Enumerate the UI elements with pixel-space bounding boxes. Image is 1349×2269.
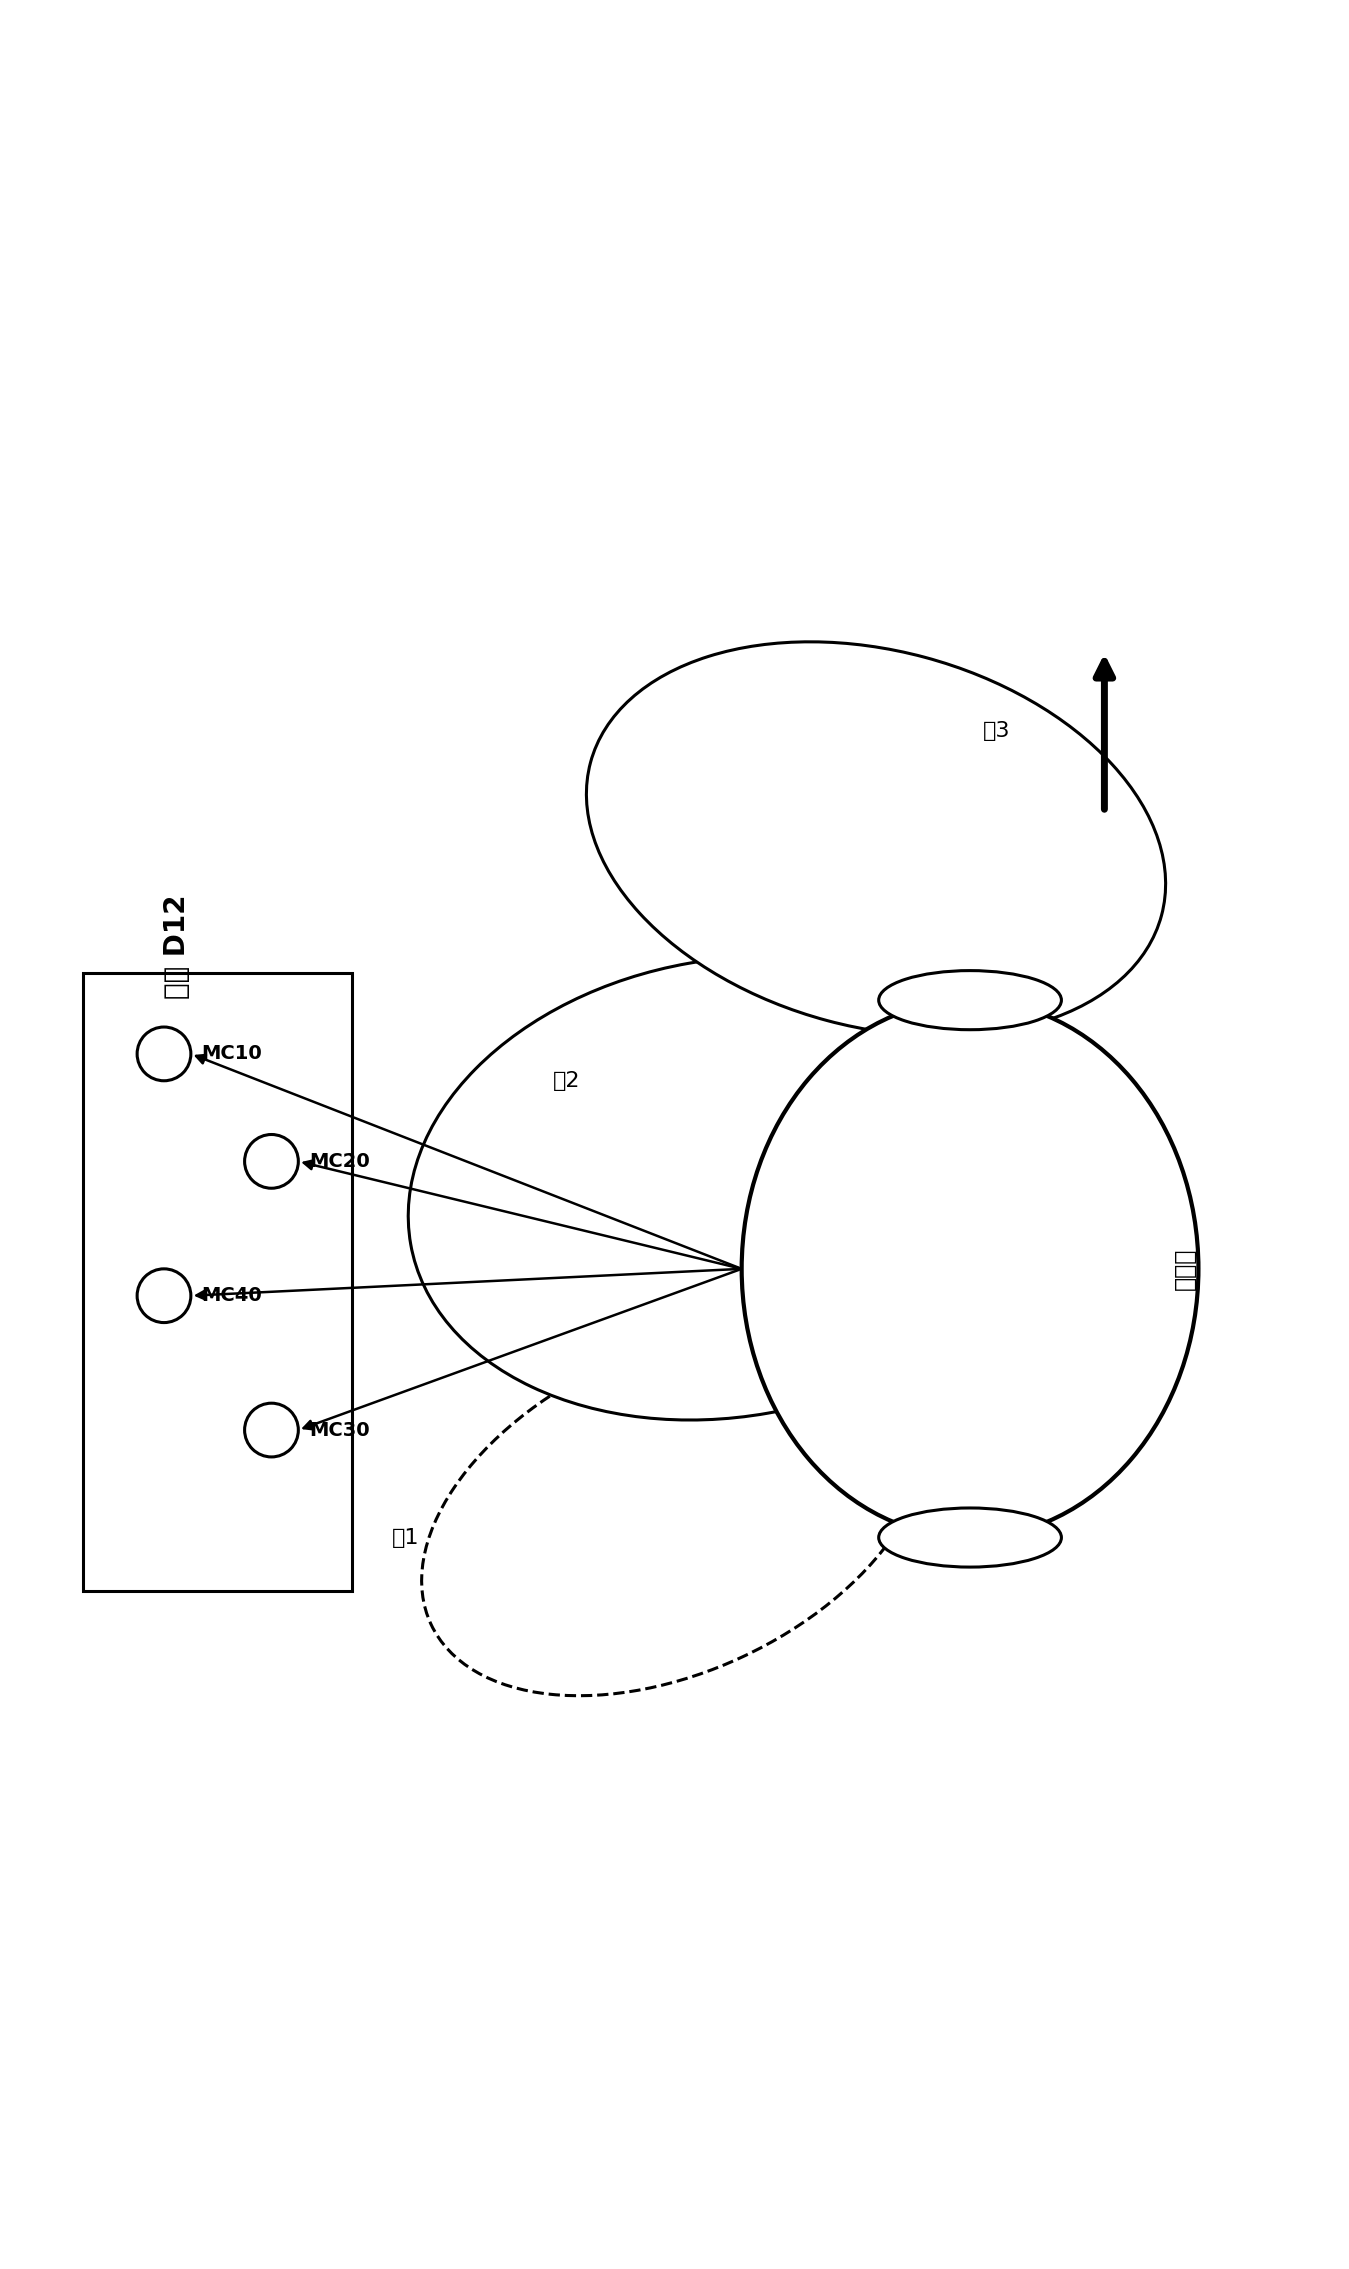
Circle shape bbox=[244, 1402, 298, 1457]
Text: MC30: MC30 bbox=[309, 1420, 370, 1439]
Circle shape bbox=[138, 1028, 190, 1080]
Ellipse shape bbox=[409, 958, 1048, 1420]
Text: 图3: 图3 bbox=[983, 722, 1010, 742]
Text: 说话者: 说话者 bbox=[1174, 1248, 1197, 1291]
Text: 图1: 图1 bbox=[393, 1527, 420, 1547]
Text: 装置 D12: 装置 D12 bbox=[163, 894, 192, 998]
Ellipse shape bbox=[878, 1509, 1062, 1568]
FancyBboxPatch shape bbox=[84, 973, 352, 1591]
Ellipse shape bbox=[742, 1001, 1198, 1538]
Text: MC20: MC20 bbox=[309, 1153, 370, 1171]
Circle shape bbox=[138, 1268, 190, 1323]
Ellipse shape bbox=[422, 1325, 927, 1695]
Text: 图2: 图2 bbox=[553, 1071, 581, 1091]
Ellipse shape bbox=[878, 971, 1062, 1030]
Circle shape bbox=[244, 1134, 298, 1189]
Text: MC10: MC10 bbox=[201, 1044, 262, 1064]
Text: MC40: MC40 bbox=[201, 1287, 262, 1305]
Ellipse shape bbox=[587, 642, 1166, 1037]
